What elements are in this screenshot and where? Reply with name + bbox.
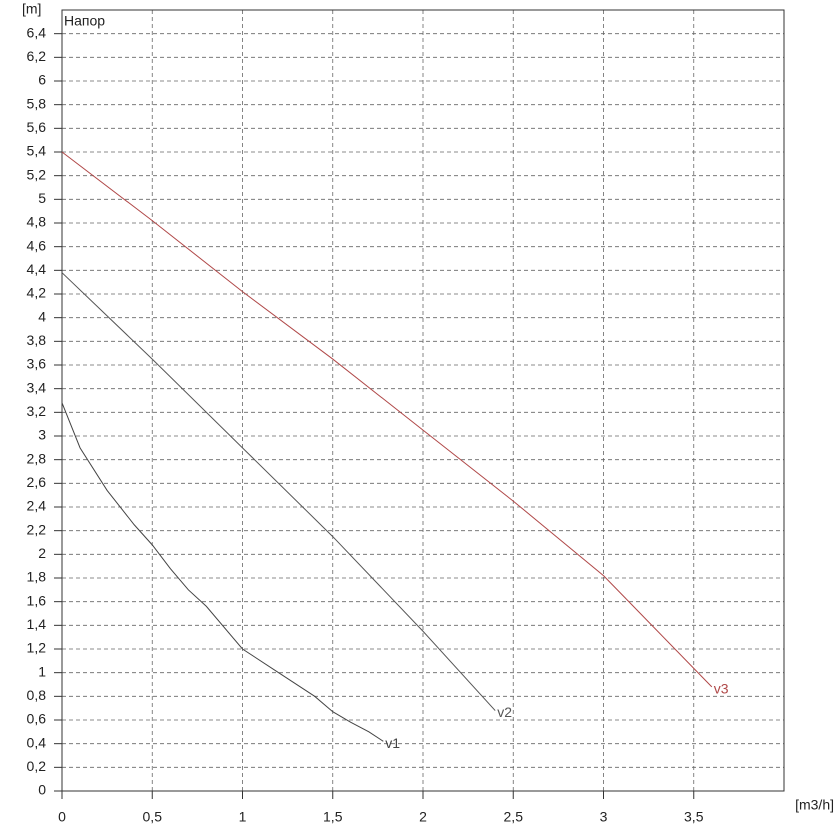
y-tick-label: 1,2 [27,640,47,656]
y-tick-label: 4,4 [27,261,47,277]
curve [61,402,384,742]
x-tick-label: 3 [600,809,608,825]
x-tick-label: 0 [58,809,66,825]
y-tick-label: 4,6 [27,237,47,253]
x-tick-label: 2,5 [504,809,524,825]
y-tick-label: 0,8 [27,687,47,703]
y-tick-label: 3,6 [27,356,47,372]
y-tick-label: 0,4 [27,734,47,750]
y-tick-label: 5,8 [27,95,47,111]
curve [61,272,496,711]
y-tick-label: 5,4 [27,143,47,159]
y-tick-label: 0,2 [27,758,47,774]
y-tick-label: 1 [38,663,46,679]
y-tick-label: 2,6 [27,474,47,490]
y-tick-label: 6 [38,72,46,88]
x-tick-label: 1 [239,809,247,825]
x-tick-label: 1,5 [323,809,343,825]
y-tick-label: 4 [38,308,46,324]
x-tick-label: 3,5 [684,809,704,825]
y-tick-label: 1,8 [27,569,47,585]
y-tick-label: 5 [38,190,46,206]
series-label: v3 [714,681,729,697]
y-tick-label: 4,8 [27,214,47,230]
series-label: v2 [497,704,512,720]
y-tick-label: 1,4 [27,616,47,632]
y-tick-label: 3,4 [27,379,47,395]
y-tick-label: 5,6 [27,119,47,135]
y-tick-label: 2,2 [27,521,47,537]
y-axis-label: [m] [22,1,41,17]
y-tick-label: 3,8 [27,332,47,348]
y-tick-label: 5,2 [27,166,47,182]
y-tick-label: 3,2 [27,403,47,419]
x-tick-label: 0,5 [143,809,163,825]
chart-title: Напор [64,13,105,29]
x-tick-label: 2 [419,809,427,825]
y-tick-label: 2 [38,545,46,561]
x-axis-label: [m3/h] [795,797,834,813]
y-tick-label: 6,4 [27,24,47,40]
y-tick-label: 1,6 [27,592,47,608]
y-tick-label: 3 [38,427,46,443]
plot-frame [61,9,785,792]
y-tick-label: 2,8 [27,450,47,466]
curve [61,151,713,688]
y-tick-label: 0 [38,782,46,798]
y-tick-label: 2,4 [27,498,47,514]
y-tick-label: 0,6 [27,711,47,727]
y-tick-label: 4,2 [27,285,47,301]
y-tick-label: 6,2 [27,48,47,64]
series-label: v1 [385,735,400,751]
